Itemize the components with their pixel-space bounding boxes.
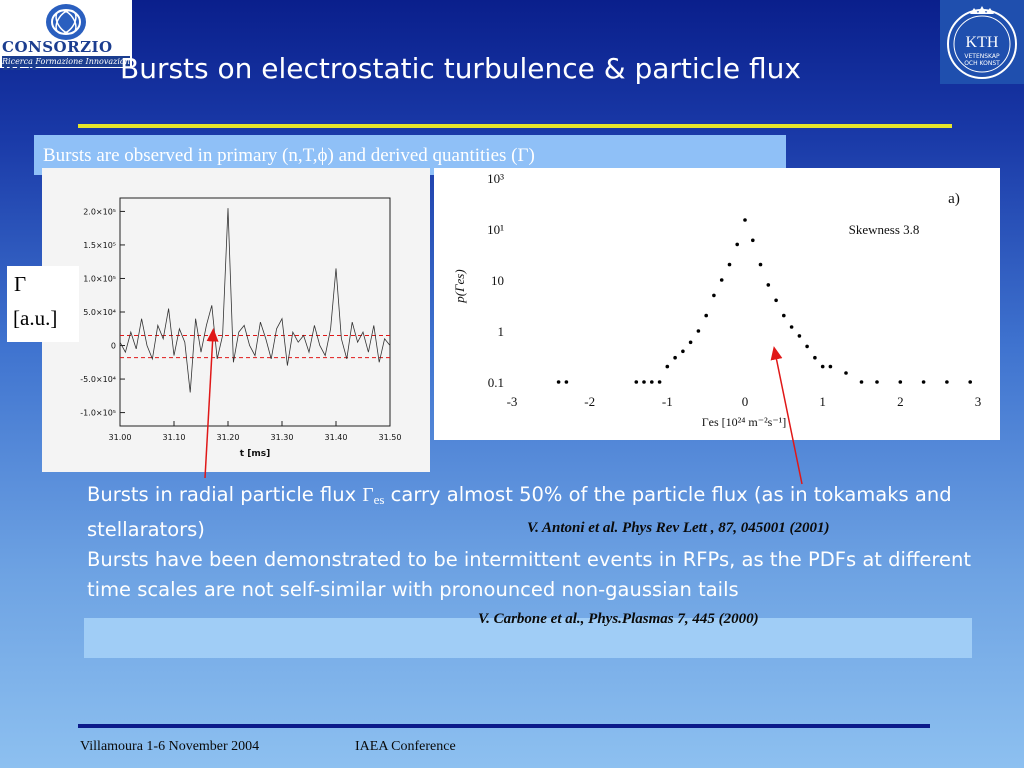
pdf-x-tick-label: 1: [819, 394, 826, 409]
pdf-point: [813, 355, 817, 360]
pdf-x-axis-label: Γes [10²⁴ m⁻²s⁻¹]: [702, 415, 787, 429]
pdf-point: [642, 380, 646, 384]
pdf-point: [704, 313, 708, 318]
pdf-point: [712, 293, 716, 298]
pdf-point: [774, 298, 778, 303]
kth-logo: KTH VETENSKAP OCH KONST: [940, 0, 1024, 84]
ts-y-tick-label: 2.0×10⁵: [83, 207, 116, 216]
p1-gamma-sub: es: [373, 492, 385, 507]
pdf-point: [743, 218, 747, 222]
pdf-point: [681, 349, 685, 354]
paragraph-1: Bursts in radial particle flux Γes carry…: [87, 480, 977, 545]
pdf-point: [657, 380, 662, 384]
pdf-x-tick-label: -1: [662, 394, 673, 409]
p1-gamma: Γ: [362, 485, 374, 506]
time-series-plot: 2.0×10⁵ 1.5×10⁵ 1.0×10⁵ 5.0×10⁴ 0 -5.0×10⁴ -1.…: [42, 168, 430, 472]
pdf-y-tick-label: 10: [491, 273, 504, 288]
pdf-point: [719, 278, 724, 282]
pdf-y-tick-label: 1: [498, 324, 505, 339]
pdf-point: [564, 380, 569, 384]
ts-y-tick-label: -1.0×10⁵: [80, 409, 116, 418]
pdf-point: [968, 380, 972, 384]
pdf-panel-label: a): [948, 191, 960, 207]
pdf-point: [634, 380, 639, 384]
pdf-point: [782, 313, 786, 318]
ts-x-tick-label: 31.10: [163, 433, 186, 442]
kth-crest-icon: KTH VETENSKAP OCH KONST: [947, 6, 1017, 79]
pdf-point: [945, 380, 949, 384]
pdf-y-tick-label: 10¹: [487, 222, 504, 237]
ts-frame: [119, 197, 391, 427]
pdf-point: [751, 238, 755, 243]
ts-y-tick-label: 0: [111, 342, 116, 351]
pdf-point: [898, 380, 903, 384]
p1-text-a: Bursts in radial particle flux: [87, 483, 363, 506]
pdf-point: [875, 380, 879, 384]
rfx-emblem-icon: [46, 4, 86, 40]
pdf-x-tick-label: 2: [897, 394, 904, 409]
pdf-point: [758, 262, 763, 267]
pdf-point: [844, 371, 848, 375]
paragraph-2: Bursts have been demonstrated to be inte…: [87, 548, 971, 601]
ts-x-tick-label: 31.00: [109, 433, 132, 442]
pdf-point: [797, 334, 802, 338]
ts-x-tick-label: 31.40: [325, 433, 348, 442]
pdf-x-tick-label: 0: [742, 394, 749, 409]
reference-box: [84, 618, 972, 658]
pdf-point: [696, 329, 701, 333]
pdf-y-tick-label: 10³: [487, 171, 504, 186]
pdf-point: [688, 340, 693, 345]
title-underline: [78, 124, 952, 128]
ts-x-axis-label: t [ms]: [240, 449, 270, 459]
footer-date: Villamoura 1-6 November 2004: [80, 739, 260, 754]
pdf-plot: 0.1 1 10 10¹ 10³ -3 -2 -1 0 1 2 3 a) Skewness 3.8 Γes …: [434, 168, 1000, 440]
pdf-point: [650, 380, 654, 384]
pdf-svg: 0.1 1 10 10¹ 10³ -3 -2 -1 0 1 2 3 a) Skewness 3.8 Γes …: [452, 171, 982, 429]
footer-conference: IAEA Conference: [355, 739, 456, 754]
kth-motto-2: OCH KONST: [964, 60, 1000, 67]
pdf-x-tick-label: -2: [584, 394, 595, 409]
pdf-point: [665, 364, 670, 369]
pdf-point: [789, 325, 794, 329]
pdf-y-tick-label: 0.1: [488, 375, 504, 390]
reference-carbone: V. Carbone et al., Phys.Plasmas 7, 445 (…: [478, 611, 759, 627]
rfx-logo-sub: Ricerca Formazione Innovazione: [2, 56, 130, 67]
ts-x-tick-label: 31.20: [217, 433, 240, 442]
pdf-point: [859, 380, 864, 384]
subtitle-text: Bursts are observed in primary (n,T,ϕ) a…: [43, 145, 535, 166]
ts-y-tick-label: 1.0×10⁵: [83, 274, 116, 283]
pdf-y-axis-label: p(Γes): [452, 269, 467, 303]
slide-title: Bursts on electrostatic turbulence & par…: [120, 52, 801, 85]
pdf-point: [921, 380, 926, 384]
time-series-svg: 2.0×10⁵ 1.5×10⁵ 1.0×10⁵ 5.0×10⁴ 0 -5.0×10⁴ -1.…: [80, 197, 402, 459]
ts-y-tick-label: 5.0×10⁴: [83, 308, 116, 317]
reference-antoni: V. Antoni et al. Phys Rev Lett , 87, 045…: [527, 520, 830, 536]
pdf-skewness-annotation: Skewness 3.8: [849, 222, 920, 237]
gamma-symbol: Γ: [14, 272, 27, 296]
pdf-point: [735, 242, 739, 247]
pdf-point: [828, 364, 833, 369]
footer-rule: [78, 724, 930, 728]
ts-x-tick-label: 31.50: [379, 433, 402, 442]
pdf-point: [727, 262, 732, 267]
pdf-x-tick-label: -3: [507, 394, 518, 409]
ts-y-tick-label: 1.5×10⁵: [83, 241, 116, 250]
ts-y-tick-label: -5.0×10⁴: [80, 375, 116, 384]
gamma-axis-label: Γ [a.u.]: [7, 266, 79, 342]
pdf-point: [820, 364, 825, 369]
ts-series-line: [119, 208, 391, 393]
gamma-units: [a.u.]: [13, 306, 58, 330]
kth-motto-1: VETENSKAP: [964, 53, 1000, 60]
pdf-point: [805, 344, 809, 349]
consorzio-rfx-logo: CONSORZIO RFX Ricerca Formazione Innovaz…: [0, 0, 132, 74]
body-text: Bursts in radial particle flux Γes carry…: [87, 480, 977, 605]
p1-text-b: carry almost 50% of the particle flux (a…: [87, 483, 952, 541]
pdf-x-tick-label: 3: [975, 394, 982, 409]
pdf-point: [673, 355, 677, 360]
pdf-point: [766, 283, 771, 287]
pdf-point: [556, 380, 561, 384]
ts-x-tick-label: 31.30: [271, 433, 294, 442]
kth-text: KTH: [966, 34, 999, 51]
